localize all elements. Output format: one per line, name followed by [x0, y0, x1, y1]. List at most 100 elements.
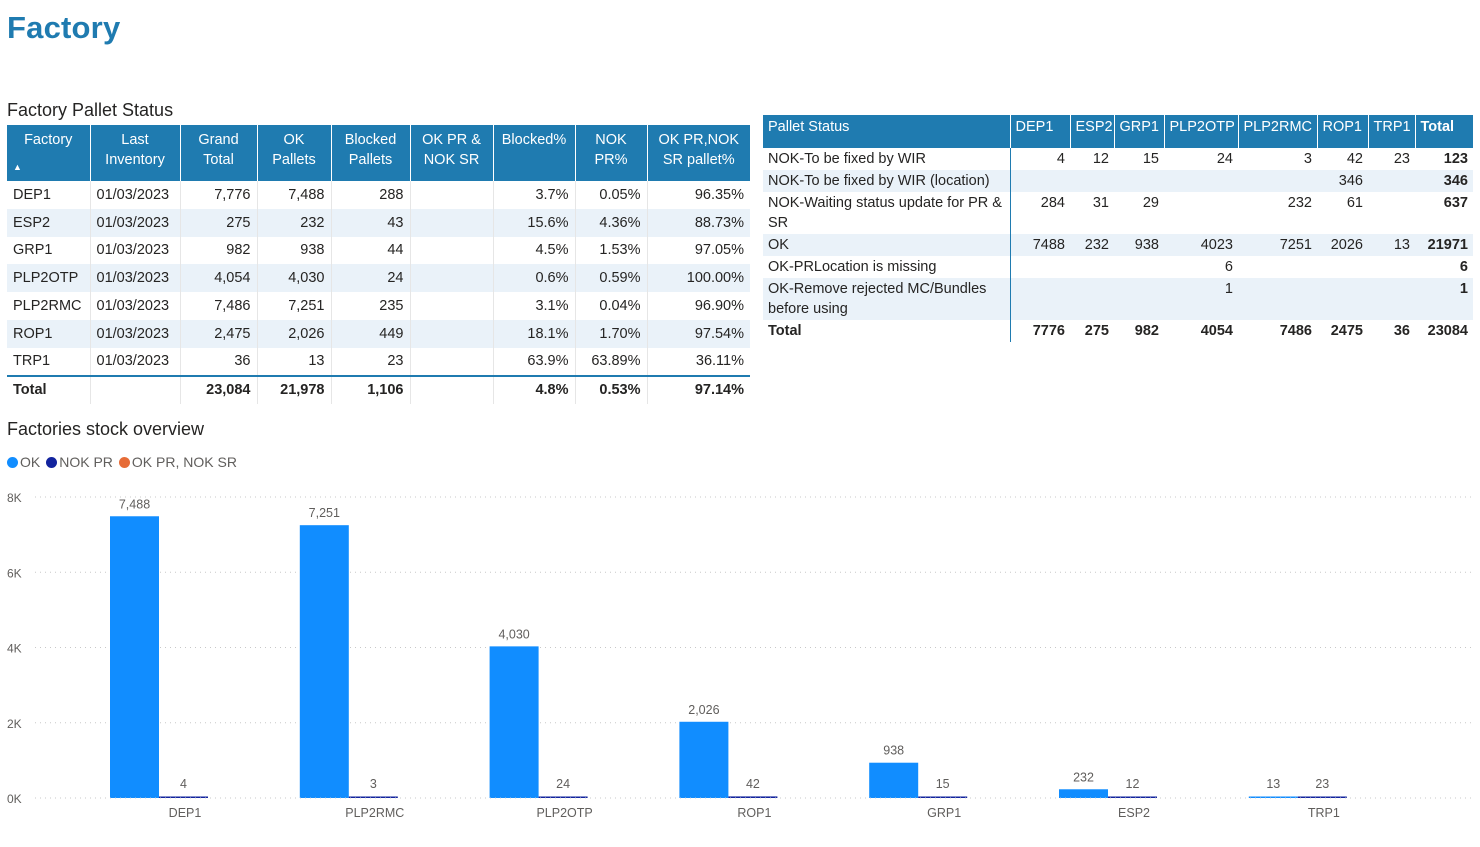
- table-row[interactable]: OK-PRLocation is missing 6 6: [763, 256, 1473, 278]
- table-row[interactable]: PLP2RMC 01/03/2023 7,486 7,251 235 3.1% 0.04% 9…: [7, 292, 750, 320]
- column-header[interactable]: Total: [1415, 115, 1473, 148]
- data-label: 7,488: [119, 497, 150, 511]
- column-header[interactable]: OK PR,NOK SR pallet%: [647, 125, 750, 181]
- column-header[interactable]: Blocked%: [493, 125, 576, 181]
- table-cell: [1070, 278, 1114, 320]
- column-header[interactable]: ESP2: [1070, 115, 1115, 148]
- legend-item[interactable]: OK: [7, 454, 40, 470]
- table-cell: [1114, 256, 1164, 278]
- column-header[interactable]: Last Inventory: [90, 125, 181, 181]
- table-row[interactable]: NOK-To be fixed by WIR (location) 346 346: [763, 170, 1473, 192]
- table-cell: 24: [331, 264, 411, 293]
- table-cell: 346: [1317, 170, 1368, 192]
- table-cell: 7,486: [180, 292, 258, 320]
- data-label: 3: [370, 777, 377, 791]
- total-cell: 4054: [1200, 323, 1233, 339]
- bar-ok[interactable]: [1248, 796, 1298, 799]
- column-header[interactable]: OK Pallets: [257, 125, 332, 181]
- column-header[interactable]: GRP1: [1114, 115, 1165, 148]
- table-row[interactable]: NOK-To be fixed by WIR 4 12 15 24 3 42 23 123: [763, 148, 1473, 170]
- column-header[interactable]: Grand Total: [180, 125, 258, 181]
- table-cell: 6: [1459, 259, 1468, 275]
- table-row[interactable]: OK-Remove rejected MC/Bundles before usi…: [763, 278, 1473, 320]
- bar-nok-pr[interactable]: [538, 796, 588, 799]
- table-cell: 4,030: [257, 264, 332, 293]
- total-cell: 97.14%: [647, 374, 750, 404]
- table-cell: [410, 347, 494, 376]
- column-header[interactable]: TRP1: [1368, 115, 1416, 148]
- table-cell: NOK-To be fixed by WIR (location): [763, 170, 1011, 192]
- data-label: 42: [746, 777, 760, 791]
- table-cell: [1010, 278, 1070, 320]
- data-label: 24: [556, 777, 570, 791]
- table-cell: 6: [1224, 259, 1233, 275]
- bar-nok-pr[interactable]: [1297, 796, 1347, 799]
- table-cell: 15: [1142, 151, 1159, 167]
- pallet-status-matrix: Pallet Status DEP1 ESP2 GRP1 PLP2OTP PLP2RMC R…: [763, 115, 1473, 342]
- table-cell: [1317, 256, 1368, 278]
- table-cell: 4,054: [180, 264, 258, 293]
- table-row[interactable]: NOK-Waiting status update for PR & SR 284…: [763, 192, 1473, 234]
- table-cell: 24: [1216, 151, 1233, 167]
- column-header[interactable]: PLP2OTP: [1164, 115, 1239, 148]
- table-cell: 36.11%: [695, 353, 744, 370]
- bar-nok-pr[interactable]: [348, 796, 398, 799]
- table-cell: 3: [1303, 151, 1312, 167]
- column-header[interactable]: Factory ▲: [7, 125, 91, 181]
- total-cell: 23084: [1427, 323, 1468, 339]
- bar-ok[interactable]: [679, 721, 729, 798]
- table-cell: 4023: [1164, 234, 1238, 256]
- table-cell: [1010, 256, 1070, 278]
- x-tick-label: GRP1: [927, 806, 961, 820]
- column-header[interactable]: OK PR & NOK SR: [410, 125, 494, 181]
- legend-item[interactable]: OK PR, NOK SR: [118, 454, 237, 470]
- data-label: 23: [1315, 777, 1329, 791]
- bar-nok-pr[interactable]: [1108, 796, 1157, 799]
- column-header[interactable]: ROP1: [1317, 115, 1369, 148]
- table-cell: 7,776: [180, 181, 258, 209]
- table-row[interactable]: PLP2OTP 01/03/2023 4,054 4,030 24 0.6% 0.59% 10…: [7, 264, 750, 293]
- table-row[interactable]: ROP1 01/03/2023 2,475 2,026 449 18.1% 1.70% 97.…: [7, 319, 750, 348]
- table-cell: PLP2OTP: [7, 264, 91, 293]
- table-cell: 123: [1443, 151, 1468, 167]
- bar-ok[interactable]: [489, 646, 539, 798]
- bar-ok[interactable]: [299, 525, 349, 798]
- table-cell: 1.53%: [575, 236, 648, 265]
- table-row[interactable]: GRP1 01/03/2023 982 938 44 4.5% 1.53% 97.05%: [7, 236, 750, 265]
- table-row[interactable]: DEP1 01/03/2023 7,776 7,488 288 3.7% 0.05% 96.3…: [7, 181, 750, 209]
- table-cell: OK-Remove rejected MC/Bundles before usi…: [763, 278, 1011, 320]
- column-header[interactable]: Pallet Status: [763, 115, 1011, 148]
- table-cell: 97.05%: [694, 242, 744, 259]
- column-header[interactable]: PLP2RMC: [1238, 115, 1318, 148]
- table-cell: [1114, 170, 1164, 192]
- sort-ascending-icon[interactable]: ▲: [13, 162, 22, 172]
- bar-nok-pr[interactable]: [159, 796, 208, 799]
- table-cell: 61: [1346, 195, 1363, 211]
- table-row[interactable]: OK 7488 232 938 4023 7251 2026 13 21971: [763, 234, 1473, 256]
- y-tick-label: 8K: [7, 491, 22, 505]
- table-cell: [1114, 278, 1164, 320]
- bar-ok[interactable]: [110, 516, 159, 798]
- column-header[interactable]: NOK PR%: [575, 125, 648, 181]
- bar-nok-pr[interactable]: [728, 796, 778, 798]
- y-tick-label: 0K: [7, 792, 22, 806]
- x-tick-label: PLP2RMC: [345, 806, 404, 820]
- table-row[interactable]: TRP1 01/03/2023 36 13 23 63.9% 63.89% 36.11%: [7, 347, 750, 376]
- bar-ok[interactable]: [869, 762, 919, 798]
- chart-legend[interactable]: OK NOK PR OK PR, NOK SR: [7, 454, 239, 470]
- table-cell: [1164, 192, 1238, 234]
- legend-item[interactable]: NOK PR: [46, 454, 113, 470]
- table-cell: 1: [1164, 278, 1238, 320]
- bar-nok-pr[interactable]: [918, 796, 968, 799]
- data-label: 13: [1266, 777, 1280, 791]
- table-cell: 100.00%: [647, 264, 750, 293]
- data-label: 7,251: [309, 506, 340, 520]
- table-row[interactable]: ESP2 01/03/2023 275 232 43 15.6% 4.36% 88.73%: [7, 208, 750, 237]
- table-cell: 3.1%: [493, 292, 576, 320]
- bar-ok[interactable]: [1059, 789, 1108, 798]
- total-cell: 23,084: [180, 374, 258, 404]
- table-cell: 2026: [1317, 234, 1368, 256]
- column-header[interactable]: DEP1: [1010, 115, 1071, 148]
- column-header[interactable]: Blocked Pallets: [331, 125, 411, 181]
- table-cell: 4.5%: [493, 236, 576, 265]
